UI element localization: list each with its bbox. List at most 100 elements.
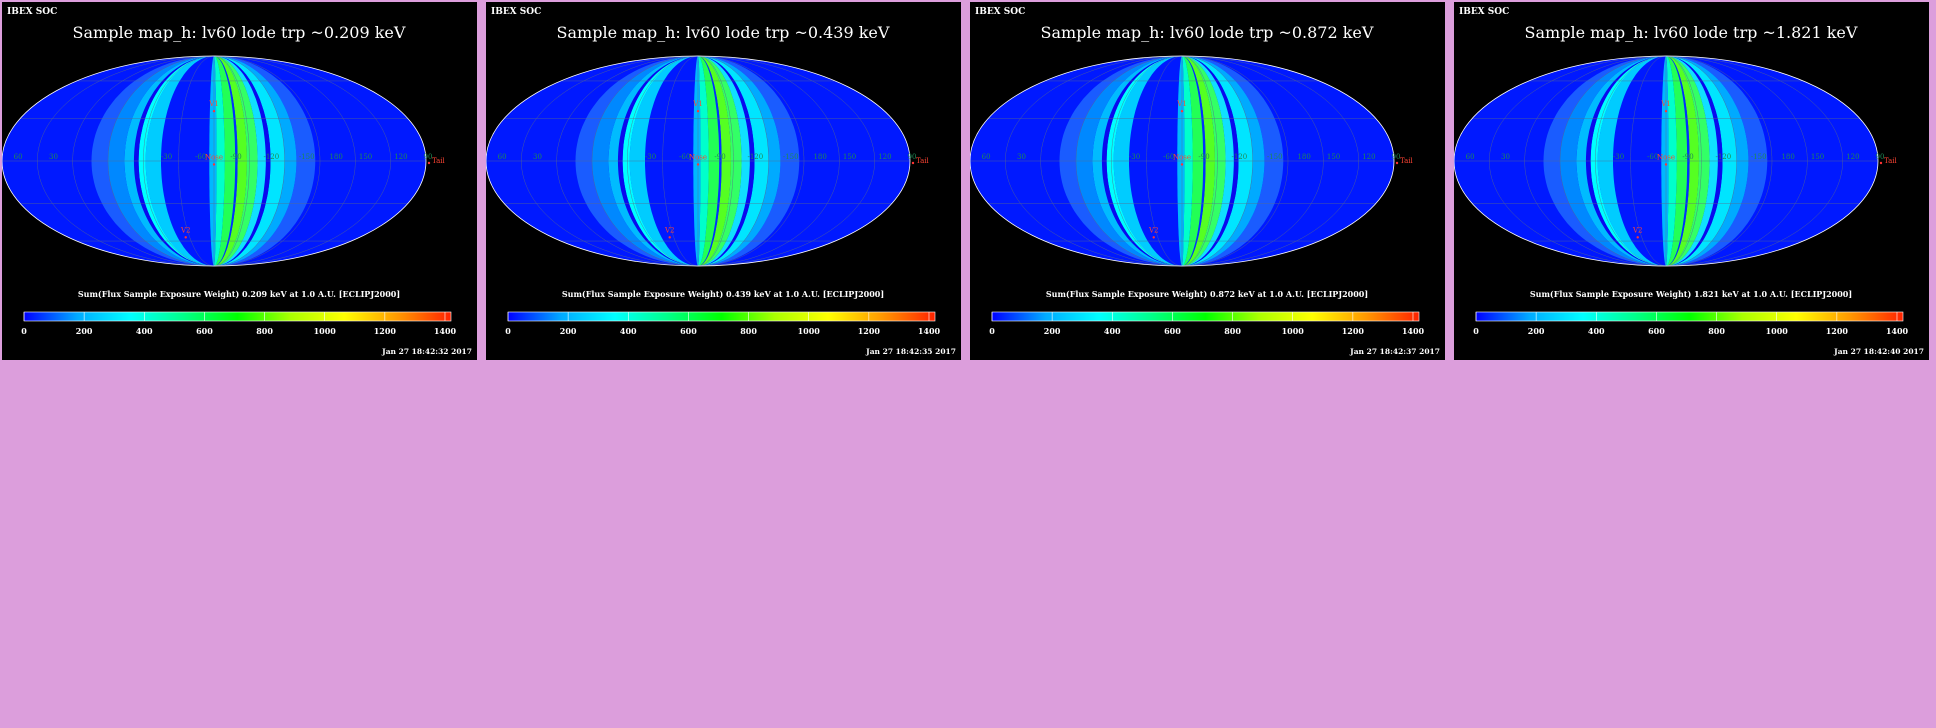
lon-label: -120 [263, 153, 279, 161]
lon-label: -30 [645, 153, 656, 161]
lon-label: 30 [1017, 153, 1026, 161]
lon-label: 180 [329, 153, 342, 161]
graticule [1454, 55, 1878, 267]
colorbar-tick-label: 0 [21, 326, 27, 336]
data-swath [214, 56, 266, 266]
lon-label: 90 [1392, 153, 1401, 161]
data-swath [1113, 56, 1182, 266]
graticule [486, 55, 910, 267]
timestamp: Jan 27 18:42:35 2017 [865, 347, 956, 356]
colorbar-tick-label: 0 [1473, 326, 1479, 336]
marker-label: V1 [1176, 100, 1187, 108]
lon-label: 150 [1327, 153, 1340, 161]
colorbar-tick-label: 1200 [1826, 326, 1849, 336]
marker-dot [1180, 109, 1184, 113]
lon-label: -30 [161, 153, 172, 161]
data-swath [1182, 56, 1253, 266]
graticule [970, 55, 1394, 267]
swath-group [1059, 56, 1284, 266]
lon-label: 120 [394, 153, 407, 161]
lon-label: -60 [679, 153, 690, 161]
lon-label: -60 [1163, 153, 1174, 161]
data-swath [1666, 56, 1737, 266]
lon-label: 150 [843, 153, 856, 161]
marker-label: V2 [1148, 226, 1159, 234]
lon-label: -30 [1613, 153, 1624, 161]
marker-label: V1 [1660, 100, 1671, 108]
colorbar-tick-label: 1000 [798, 326, 821, 336]
marker-dot [668, 236, 671, 239]
colorbar-label: Sum(Flux Sample Exposure Weight) 0.439 k… [562, 289, 884, 299]
marker-dot [1636, 236, 1639, 239]
colorbar-tick-label: 800 [1224, 326, 1241, 336]
marker-dot [696, 109, 700, 113]
colorbar-tick-label: 400 [1104, 326, 1121, 336]
corner-label: IBEX SOC [1459, 7, 1509, 17]
map-outline [1454, 55, 1879, 267]
marker-dot [1395, 161, 1399, 165]
data-swath [698, 56, 742, 266]
lon-label: -90 [1198, 153, 1209, 161]
lon-label: 90 [424, 153, 433, 161]
lon-label: 60 [14, 153, 23, 161]
lon-label: -150 [1751, 153, 1767, 161]
data-swath [214, 56, 285, 266]
data-swath [1666, 56, 1699, 266]
data-swath [214, 56, 258, 266]
marker-label: Tail [1884, 157, 1898, 165]
marker-dot [212, 163, 216, 166]
colorbar-tick-label: 0 [505, 326, 511, 336]
colorbar-tick-label: 1000 [1766, 326, 1789, 336]
colorbar-tick-label: 600 [196, 326, 213, 336]
lon-label: 30 [1501, 153, 1510, 161]
marker-dot [1180, 163, 1184, 166]
data-swath [1666, 56, 1718, 266]
data-swath [1560, 56, 1666, 266]
marker-label: V2 [1632, 226, 1643, 234]
sky-map-chart: IBEX SOC Sample map_h: lv60 lode trp ~0.2… [2, 7, 472, 356]
colorbar-tick-label: 800 [256, 326, 273, 336]
colorbar-tick-label: 400 [136, 326, 153, 336]
data-swath [1076, 56, 1182, 266]
lon-label: -150 [783, 153, 799, 161]
lon-label: -90 [230, 153, 241, 161]
lon-label: -30 [1129, 153, 1140, 161]
lon-label: 30 [49, 153, 58, 161]
lon-label: 180 [1297, 153, 1310, 161]
colorbar-tick-label: 1000 [1282, 326, 1305, 336]
marker-dot [696, 163, 700, 166]
sky-map-panel: IBEX SOC Sample map_h: lv60 lode trp ~1.8… [1454, 2, 1929, 360]
lon-label: 60 [982, 153, 991, 161]
sky-map-chart: IBEX SOC Sample map_h: lv60 lode trp ~0.8… [970, 7, 1440, 356]
timestamp: Jan 27 18:42:40 2017 [1833, 347, 1924, 356]
lon-label: -60 [195, 153, 206, 161]
map-outline [970, 55, 1395, 267]
colorbar-tick-label: 200 [1528, 326, 1545, 336]
colorbar-label: Sum(Flux Sample Exposure Weight) 0.872 k… [1046, 289, 1368, 299]
lon-label: -120 [1231, 153, 1247, 161]
map-title: Sample map_h: lv60 lode trp ~0.439 keV [557, 23, 890, 42]
colorbar-tick-label: 0 [989, 326, 995, 336]
colorbar-tick-label: 200 [76, 326, 93, 336]
marker-label: V2 [180, 226, 191, 234]
sky-map-panel: IBEX SOC Sample map_h: lv60 lode trp ~0.4… [486, 2, 961, 360]
colorbar-tick-label: 1000 [314, 326, 337, 336]
data-swath [1182, 56, 1226, 266]
data-swath [145, 56, 214, 266]
data-swath [1597, 56, 1666, 266]
lon-label: 120 [1846, 153, 1859, 161]
marker-label: V1 [692, 100, 703, 108]
lon-label: 30 [533, 153, 542, 161]
lon-label: 180 [813, 153, 826, 161]
colorbar-tick-label: 200 [1044, 326, 1061, 336]
sky-map-panel: IBEX SOC Sample map_h: lv60 lode trp ~0.2… [2, 2, 477, 360]
lon-label: 60 [498, 153, 507, 161]
colorbar [992, 312, 1419, 321]
marker-label: Tail [432, 157, 446, 165]
data-swath [698, 56, 781, 266]
lon-label: -120 [1715, 153, 1731, 161]
data-swath [1182, 56, 1234, 266]
colorbar [24, 312, 451, 321]
lon-label: 90 [1876, 153, 1885, 161]
data-swath [1182, 56, 1204, 266]
